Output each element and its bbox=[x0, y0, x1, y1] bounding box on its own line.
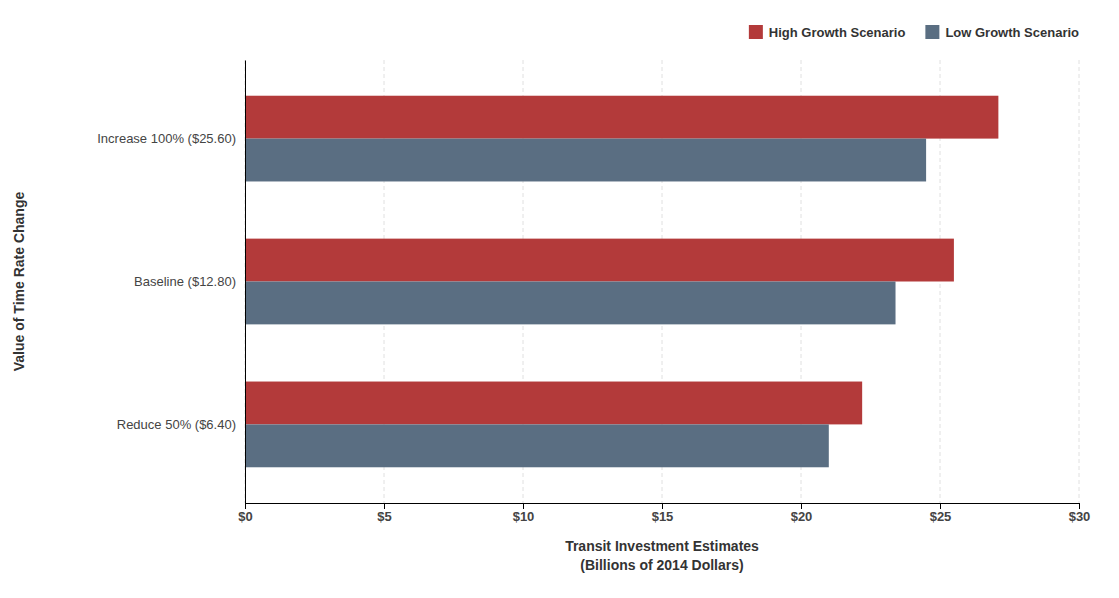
y-tick-label: Reduce 50% ($6.40) bbox=[117, 417, 236, 432]
y-axis: Increase 100% ($25.60) Baseline ($12.80) R… bbox=[97, 61, 245, 504]
bar bbox=[245, 96, 998, 139]
bar bbox=[245, 382, 862, 425]
x-tick-mark bbox=[662, 503, 663, 509]
x-tick: $15 bbox=[652, 503, 674, 524]
x-tick-mark bbox=[940, 503, 941, 509]
x-axis-line bbox=[246, 504, 1080, 510]
x-tick: $25 bbox=[930, 503, 952, 524]
x-tick: $5 bbox=[377, 503, 391, 524]
y-tick: Increase 100% ($25.60) bbox=[97, 131, 245, 146]
x-tick-mark bbox=[245, 503, 246, 509]
x-tick-label: $0 bbox=[238, 509, 252, 524]
x-axis-title: (Billions of 2014 Dollars) bbox=[580, 557, 743, 573]
y-axis-line bbox=[245, 61, 246, 504]
x-tick-mark bbox=[384, 503, 385, 509]
legend-item: High Growth Scenario bbox=[749, 25, 906, 40]
x-tick-label: $20 bbox=[791, 509, 813, 524]
x-tick-label: $30 bbox=[1069, 509, 1091, 524]
legend: High Growth Scenario Low Growth Scenario bbox=[749, 25, 1079, 40]
x-tick: $10 bbox=[513, 503, 535, 524]
legend-item: Low Growth Scenario bbox=[925, 25, 1079, 40]
x-tick-label: $15 bbox=[652, 509, 674, 524]
x-tick-label: $10 bbox=[513, 509, 535, 524]
x-tick: $20 bbox=[791, 503, 813, 524]
y-tick: Reduce 50% ($6.40) bbox=[117, 417, 245, 432]
grid-line bbox=[245, 60, 246, 503]
legend-label: High Growth Scenario bbox=[769, 25, 906, 40]
y-tick: Baseline ($12.80) bbox=[134, 274, 245, 289]
x-tick-label: $5 bbox=[377, 509, 391, 524]
bars bbox=[245, 96, 998, 468]
y-tick-label: Increase 100% ($25.60) bbox=[97, 131, 236, 146]
chart: $0 $5 $10 $15 $20 $25 $30 Increase 100% ($25.60… bbox=[0, 0, 1119, 598]
x-tick-label: $25 bbox=[930, 509, 952, 524]
x-tick-mark bbox=[523, 503, 524, 509]
x-tick: $30 bbox=[1069, 503, 1091, 524]
legend-swatch bbox=[925, 25, 939, 39]
bar bbox=[245, 239, 954, 282]
y-tick-label: Baseline ($12.80) bbox=[134, 274, 236, 289]
legend-label: Low Growth Scenario bbox=[945, 25, 1079, 40]
bar bbox=[245, 424, 829, 467]
grid bbox=[245, 60, 1079, 503]
bar bbox=[245, 139, 926, 182]
legend-swatch bbox=[749, 25, 763, 39]
grid-line bbox=[1079, 60, 1080, 503]
x-tick: $0 bbox=[238, 503, 252, 524]
x-axis-title: Transit Investment Estimates bbox=[565, 538, 759, 554]
y-axis-title: Value of Time Rate Change bbox=[11, 192, 27, 372]
x-axis: $0 $5 $10 $15 $20 $25 $30 bbox=[238, 503, 1090, 524]
bar bbox=[245, 282, 896, 325]
x-tick-mark bbox=[801, 503, 802, 509]
x-tick-mark bbox=[1079, 503, 1080, 509]
